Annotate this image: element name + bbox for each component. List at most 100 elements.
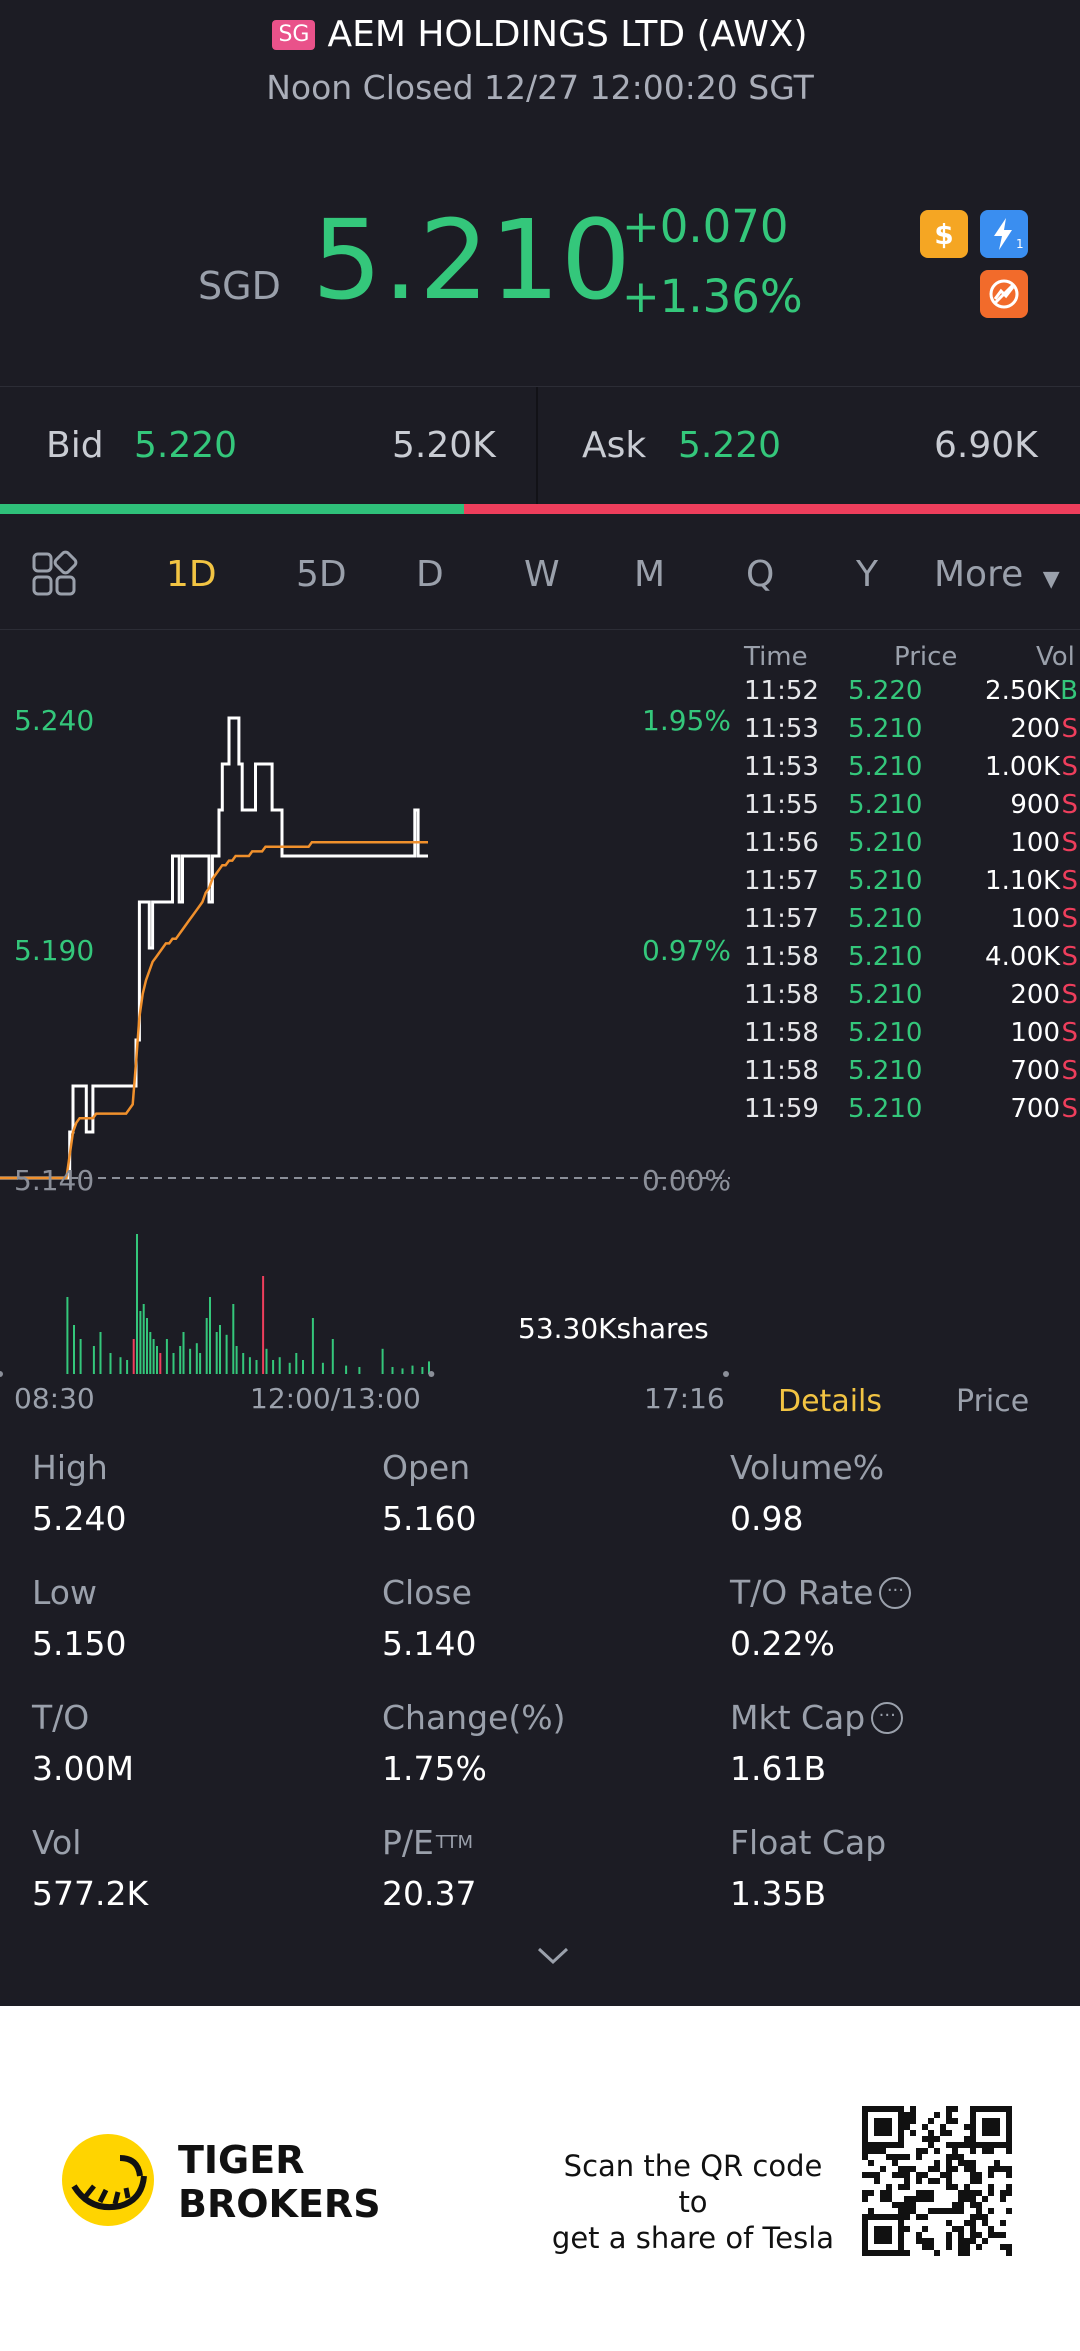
volume-bar <box>345 1365 348 1374</box>
stock-name: AEM HOLDINGS LTD (AWX) <box>327 14 808 55</box>
stat-value: 5.160 <box>382 1499 477 1538</box>
tick-volume: 100 <box>1010 828 1060 858</box>
chevron-down-icon[interactable] <box>536 1946 570 1970</box>
tab-details[interactable]: Details <box>778 1384 883 1419</box>
tick-row: 11:52 5.220 2.50K B <box>730 676 1080 733</box>
volume-bar <box>232 1304 235 1374</box>
tick-price: 5.210 <box>848 828 923 858</box>
tab-price[interactable]: Price <box>956 1384 1030 1419</box>
volume-total: 53.30Kshares <box>518 1312 709 1345</box>
scan-prompt-line-2: get a share of Tesla <box>551 2221 835 2255</box>
tab-quarter[interactable]: Q <box>746 554 775 595</box>
stat-label: Open <box>382 1448 722 1487</box>
brand-line-1: TIGER <box>178 2138 305 2182</box>
stat-label-text: Float Cap <box>730 1823 887 1862</box>
stat-label-text: T/O Rate <box>730 1573 874 1612</box>
info-icon[interactable]: ··· <box>871 1701 904 1734</box>
volume-bar <box>262 1276 265 1374</box>
chart-canvas <box>0 716 730 1377</box>
volume-bar <box>156 1346 158 1374</box>
tick-price: 5.210 <box>848 942 923 972</box>
tick-price: 5.210 <box>848 1094 923 1124</box>
stat-item: Volume% 0.98 <box>730 1448 1070 1538</box>
tab-more-label: More <box>934 554 1024 595</box>
volume-bar <box>159 1353 162 1374</box>
pct-axis-high: 1.95% <box>642 704 731 737</box>
period-tabs: 1D 5D D W M Q Y More ▼ <box>0 540 1080 630</box>
tick-time: 11:56 <box>744 828 819 858</box>
volume-bar <box>411 1365 414 1374</box>
tab-more[interactable]: More ▼ <box>934 554 1060 595</box>
tick-side: B <box>1060 676 1078 706</box>
volume-bar <box>126 1360 129 1374</box>
tab-1d[interactable]: 1D <box>166 554 217 595</box>
tick-volume: 100 <box>1010 1018 1060 1048</box>
qr-code[interactable] <box>862 2106 1012 2256</box>
tick-volume: 700 <box>1010 1056 1060 1086</box>
stat-label-text: T/O <box>32 1698 90 1737</box>
tick-price: 5.210 <box>848 980 923 1010</box>
stat-item: Float Cap 1.35B <box>730 1823 1070 1913</box>
volume-bar <box>172 1353 175 1374</box>
volume-bar <box>99 1332 102 1374</box>
quote-row: SGD 5.210 +0.070 +1.36% $ 1 <box>0 196 1080 336</box>
volume-bar <box>146 1318 148 1374</box>
volume-bar <box>209 1297 211 1374</box>
pct-axis-mid: 0.97% <box>642 934 731 967</box>
bid-ask-panel[interactable]: Bid 5.220 5.20K Ask 5.220 6.90K <box>0 386 1080 505</box>
tick-row: 11:56 5.210 100 S <box>730 828 1080 885</box>
volume-bar <box>265 1348 268 1374</box>
stat-value: 0.22% <box>730 1624 835 1663</box>
tab-5d[interactable]: 5D <box>296 554 347 595</box>
stock-detail-screen: SG AEM HOLDINGS LTD (AWX) Noon Closed 12… <box>0 0 1080 2006</box>
grid-icon[interactable] <box>30 550 78 602</box>
tick-price: 5.210 <box>848 1056 923 1086</box>
volume-bar <box>109 1353 112 1374</box>
scan-prompt: Scan the QR code to get a share of Tesla <box>548 2148 838 2256</box>
stat-label-text: High <box>32 1448 108 1487</box>
tick-volume: 900 <box>1010 790 1060 820</box>
tick-side: S <box>1061 1094 1078 1124</box>
no-tradability-icon[interactable] <box>980 270 1028 318</box>
tick-price: 5.210 <box>848 790 923 820</box>
volume-bar <box>225 1334 228 1374</box>
stat-item: High 5.240 <box>32 1448 372 1538</box>
currency-label: SGD <box>198 264 281 308</box>
tick-side: S <box>1061 1056 1078 1086</box>
tab-day[interactable]: D <box>416 554 444 595</box>
stat-value: 5.150 <box>32 1624 127 1663</box>
tab-year[interactable]: Y <box>856 554 878 595</box>
stat-label: Close <box>382 1573 722 1612</box>
volume-bar <box>79 1339 82 1374</box>
stat-value: 3.00M <box>32 1749 134 1788</box>
tick-side: S <box>1061 942 1078 972</box>
stat-item: Vol 577.2K <box>32 1823 372 1913</box>
dollar-icon[interactable]: $ <box>920 210 968 258</box>
tick-row: 11:57 5.210 1.10K S <box>730 866 1080 923</box>
volume-bar <box>428 1361 430 1374</box>
stat-value: 5.140 <box>382 1624 477 1663</box>
tab-week[interactable]: W <box>524 554 560 595</box>
stat-value: 0.98 <box>730 1499 804 1538</box>
tick-volume: 4.00K <box>985 942 1060 972</box>
tick-side: S <box>1061 904 1078 934</box>
lightning-icon[interactable]: 1 <box>980 210 1028 258</box>
info-icon[interactable]: ··· <box>879 1576 912 1609</box>
volume-bar <box>132 1339 135 1374</box>
stat-label: T/O Rate ··· <box>730 1573 1070 1612</box>
tick-price: 5.210 <box>848 1018 923 1048</box>
tick-time: 11:57 <box>744 866 819 896</box>
tick-side: S <box>1061 866 1078 896</box>
intraday-chart[interactable]: 5.240 5.190 5.140 1.95% 0.97% 0.00% 53.3… <box>0 632 731 1415</box>
svg-text:$: $ <box>934 218 953 251</box>
tick-time: 11:58 <box>744 1018 819 1048</box>
tick-time: 11:58 <box>744 1056 819 1086</box>
ask-volume: 6.90K <box>934 425 1038 466</box>
stat-label-text: Vol <box>32 1823 82 1862</box>
tick-row: 11:55 5.210 900 S <box>730 790 1080 847</box>
tick-row: 11:53 5.210 1.00K S <box>730 752 1080 809</box>
stat-item: T/O Rate ··· 0.22% <box>730 1573 1070 1663</box>
stat-item: Low 5.150 <box>32 1573 372 1663</box>
tick-side: S <box>1061 980 1078 1010</box>
tab-month[interactable]: M <box>634 554 666 595</box>
